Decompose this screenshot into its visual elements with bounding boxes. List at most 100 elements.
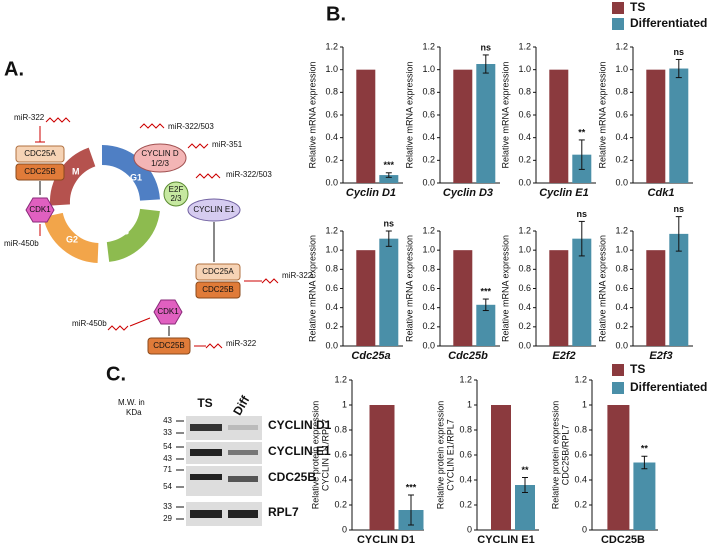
y-tick-label: 0.4	[325, 132, 338, 142]
mw-label: 54	[163, 442, 172, 451]
y-tick-label: 0.2	[615, 155, 628, 165]
y-tick-label: 0.0	[325, 340, 338, 350]
panel-label: B.	[326, 3, 346, 25]
y-tick-label: 1	[342, 399, 347, 409]
bar	[356, 250, 376, 346]
lane-label: Diff	[230, 393, 253, 418]
y-axis-label: Relative mRNA expression	[307, 61, 317, 168]
node-label: CDC25A	[202, 267, 234, 276]
y-tick-label: 0	[342, 524, 347, 534]
y-axis-label: Relative mRNA expression	[500, 235, 510, 342]
significance: ns	[674, 47, 685, 57]
significance: ns	[481, 42, 492, 52]
mirna	[261, 278, 279, 284]
y-tick-label: 0.0	[422, 340, 435, 350]
y-tick-label: 0.4	[518, 132, 531, 142]
y-tick-label: 1.2	[422, 225, 435, 235]
y-tick-label: 0.6	[334, 449, 347, 459]
y-tick-label: 0.8	[325, 264, 338, 274]
y-axis-label: CYCLIN D1/RPL7	[320, 419, 330, 491]
node-label: 1/2/3	[151, 159, 169, 168]
y-tick-label: 1.0	[422, 245, 435, 255]
y-tick-label: 0.8	[459, 424, 472, 434]
y-tick-label: 0.4	[615, 302, 628, 312]
mirna-label: miR-351	[212, 140, 243, 149]
phase-label: S	[123, 226, 129, 236]
node-hexagon	[153, 299, 183, 325]
mirna-label: miR-322	[14, 113, 45, 122]
legend-label: Differentiated	[630, 380, 707, 394]
bar	[379, 238, 399, 346]
y-tick-label: 0.2	[325, 321, 338, 331]
y-tick-label: 1.2	[325, 41, 338, 51]
mw-label: 54	[163, 482, 172, 491]
y-axis-label: Relative mRNA expression	[597, 61, 607, 168]
legend-swatch	[612, 18, 624, 30]
node-label: CDK1	[157, 307, 179, 316]
y-tick-label: 0.4	[459, 474, 472, 484]
panel-label: C.	[106, 363, 126, 385]
node-hexagon	[25, 197, 55, 223]
y-tick-label: 0.6	[615, 283, 628, 293]
y-tick-label: 0.6	[325, 283, 338, 293]
node-label: CYCLIN D	[141, 149, 179, 158]
y-tick-label: 0.4	[422, 302, 435, 312]
bar	[646, 250, 666, 346]
y-tick-label: 1	[467, 399, 472, 409]
y-tick-label: 1.2	[615, 41, 628, 51]
y-tick-label: 0.4	[334, 474, 347, 484]
blot-band	[228, 450, 258, 455]
x-axis-label: CDC25B	[601, 534, 645, 546]
bar	[453, 250, 473, 346]
y-tick-label: 0.2	[422, 155, 435, 165]
node-label: CDK1	[29, 205, 51, 214]
bar	[453, 69, 473, 183]
bar	[379, 175, 399, 183]
y-tick-label: 0.8	[422, 264, 435, 274]
y-tick-label: 0.2	[334, 499, 347, 509]
y-tick-label: 1.0	[325, 245, 338, 255]
x-axis-label: Cdk1	[648, 187, 675, 199]
node-label: CDC25A	[24, 149, 56, 158]
node-label: CDC25B	[202, 285, 234, 294]
node-box	[195, 263, 241, 281]
mw-title: KDa	[126, 408, 142, 417]
significance: ***	[384, 160, 395, 170]
mw-title: M.W. in	[118, 398, 145, 407]
phase-label: G1	[130, 172, 142, 182]
y-tick-label: 0.4	[574, 474, 587, 484]
phase-arrow	[106, 208, 160, 262]
node-label: CDC25B	[24, 167, 56, 176]
y-tick-label: 0.8	[325, 87, 338, 97]
mirna	[205, 343, 223, 349]
mw-label: 29	[163, 514, 172, 523]
significance: ns	[384, 218, 395, 228]
blot-band	[190, 510, 222, 518]
y-tick-label: 0.6	[459, 449, 472, 459]
y-axis-label: Relative protein expression	[310, 401, 320, 510]
x-axis-label: Cdc25b	[448, 350, 488, 362]
y-tick-label: 0.2	[574, 499, 587, 509]
y-tick-label: 0.0	[518, 340, 531, 350]
y-tick-label: 1.2	[422, 41, 435, 51]
phase-label: G2	[66, 234, 78, 244]
y-tick-label: 1.0	[615, 64, 628, 74]
legend-label: TS	[630, 362, 645, 376]
phase-arrow	[43, 212, 99, 263]
x-axis-label: Cyclin D1	[346, 187, 396, 199]
phase-label: M	[72, 166, 80, 176]
mirna-label: miR-450b	[72, 319, 107, 328]
x-axis-label: Cyclin E1	[539, 187, 589, 199]
y-axis-label: CDC25B/RPL7	[560, 425, 570, 486]
mirna	[195, 173, 221, 179]
mw-label: 33	[163, 502, 172, 511]
y-tick-label: 0.0	[615, 177, 628, 187]
x-axis-label: Cyclin D3	[443, 187, 493, 199]
x-axis-label: E2f2	[552, 350, 575, 362]
node-label: 2/3	[170, 194, 182, 203]
y-tick-label: 0.2	[325, 155, 338, 165]
node-label: E2F	[169, 185, 184, 194]
y-tick-label: 0.6	[518, 283, 531, 293]
y-tick-label: 1.0	[518, 245, 531, 255]
phase-arrow	[49, 147, 96, 206]
